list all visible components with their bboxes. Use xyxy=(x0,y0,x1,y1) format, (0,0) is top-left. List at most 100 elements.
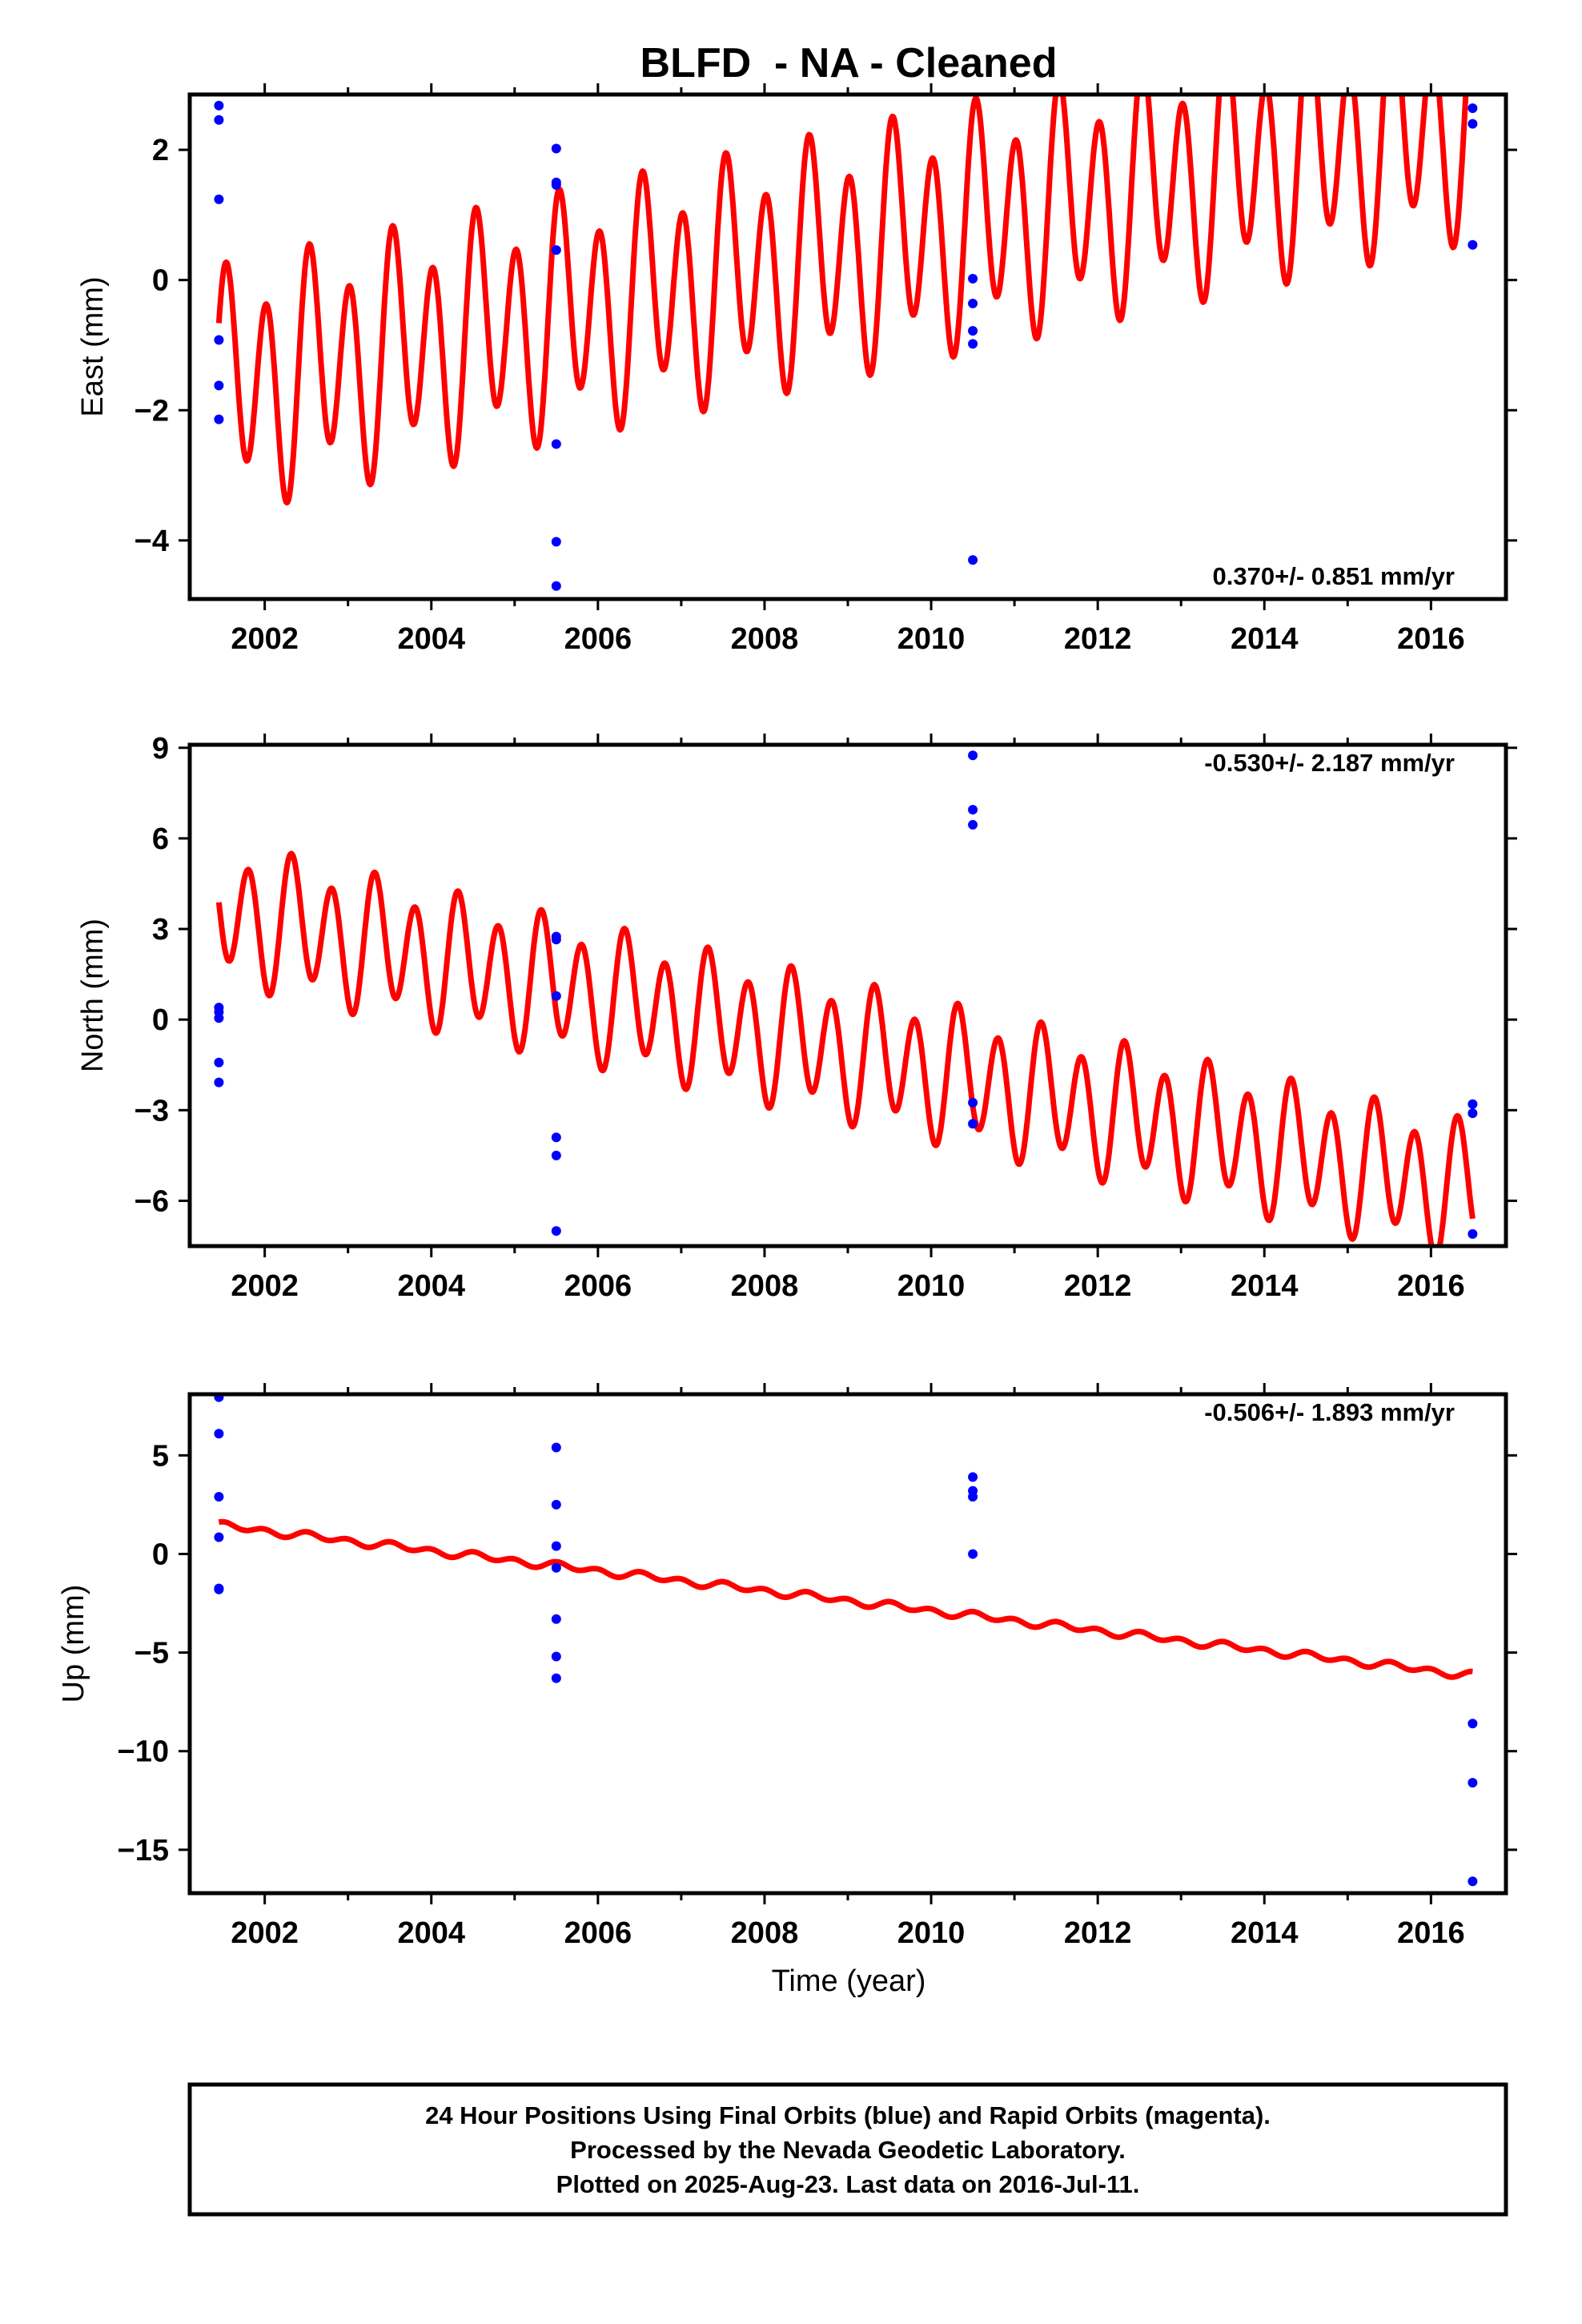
data-point xyxy=(214,335,224,345)
y-axis-label: North (mm) xyxy=(76,919,110,1072)
data-point xyxy=(1468,119,1478,129)
footer-line-2: Processed by the Nevada Geodetic Laborat… xyxy=(570,2136,1126,2164)
x-tick-label: 2008 xyxy=(731,1269,799,1303)
x-tick-label: 2014 xyxy=(1231,1269,1299,1303)
x-tick-label: 2008 xyxy=(731,1916,799,1950)
x-tick-label: 2006 xyxy=(564,1916,632,1950)
y-tick-label: 9 xyxy=(152,732,169,766)
data-point xyxy=(968,326,978,336)
data-point xyxy=(214,1492,224,1502)
data-point xyxy=(214,380,224,391)
data-point xyxy=(551,1614,561,1624)
chart-title: BLFD - NA - Cleaned xyxy=(640,40,1058,86)
data-point xyxy=(1468,239,1478,250)
footer-line-1: 24 Hour Positions Using Final Orbits (bl… xyxy=(425,2101,1271,2129)
rate-label: 0.370+/- 0.851 mm/yr xyxy=(1213,562,1455,590)
data-point xyxy=(551,1150,561,1160)
data-point xyxy=(1468,103,1478,114)
data-point xyxy=(968,1119,978,1129)
x-tick-label: 2012 xyxy=(1064,1916,1132,1950)
footer-box xyxy=(187,2082,1508,2217)
x-tick-label: 2008 xyxy=(731,622,799,656)
panel-3: −15 −10 −5 0 5 2002 2004 2006 2008 2010 2012 2014 20… xyxy=(57,1383,1517,1950)
x-tick-label: 2004 xyxy=(397,622,465,656)
x-tick-label: 2006 xyxy=(564,1269,632,1303)
x-tick-label: 2010 xyxy=(897,1916,966,1950)
y-tick-label: 3 xyxy=(152,913,169,947)
data-point xyxy=(1468,1108,1478,1119)
y-tick-label: −4 xyxy=(135,525,169,558)
data-point xyxy=(968,819,978,830)
data-point xyxy=(214,100,224,111)
y-axis-label: Up (mm) xyxy=(57,1585,90,1703)
y-tick-label: 5 xyxy=(152,1439,169,1473)
x-tick-label: 2016 xyxy=(1397,622,1465,656)
data-point xyxy=(1468,1228,1478,1239)
data-point xyxy=(214,414,224,424)
x-tick-label: 2004 xyxy=(397,1269,465,1303)
data-point xyxy=(551,1673,561,1683)
model-fit-line xyxy=(215,850,1476,1246)
panel-2: −6 −3 0 3 6 9 2002 2004 2006 2008 2010 2012 2014 2016… xyxy=(76,732,1517,1303)
x-tick-label: 2002 xyxy=(231,1269,299,1303)
data-point xyxy=(551,1541,561,1551)
data-point xyxy=(968,1097,978,1108)
data-point xyxy=(551,439,561,449)
data-point xyxy=(1468,1876,1478,1887)
y-tick-label: −6 xyxy=(135,1184,169,1218)
data-point xyxy=(551,1651,561,1662)
data-point xyxy=(214,1057,224,1068)
data-point xyxy=(214,194,224,204)
data-point xyxy=(551,991,561,1001)
data-point xyxy=(551,1442,561,1453)
x-tick-label: 2014 xyxy=(1231,622,1299,656)
data-point xyxy=(968,750,978,761)
y-axis-label: East (mm) xyxy=(76,276,110,416)
data-point xyxy=(551,1132,561,1143)
data-point xyxy=(551,1226,561,1236)
data-point xyxy=(1468,1719,1478,1729)
y-tick-label: −15 xyxy=(118,1834,169,1868)
model-fit-line xyxy=(215,94,1469,506)
x-tick-label: 2012 xyxy=(1064,622,1132,656)
rate-label: -0.530+/- 2.187 mm/yr xyxy=(1204,749,1455,777)
x-axis-label: Time (year) xyxy=(772,1964,926,1998)
data-point xyxy=(551,581,561,591)
data-point xyxy=(968,1549,978,1559)
data-point xyxy=(551,1499,561,1510)
footer-line-3: Plotted on 2025-Aug-23. Last data on 201… xyxy=(556,2170,1140,2198)
data-point xyxy=(214,115,224,125)
data-point xyxy=(968,1492,978,1502)
y-tick-label: 0 xyxy=(152,1538,169,1571)
x-tick-label: 2006 xyxy=(564,622,632,656)
x-tick-label: 2012 xyxy=(1064,1269,1132,1303)
panel-frame xyxy=(187,1392,1508,1896)
data-point xyxy=(214,1077,224,1088)
x-tick-label: 2014 xyxy=(1231,1916,1299,1950)
data-point xyxy=(551,245,561,255)
data-point xyxy=(1468,1778,1478,1788)
data-point xyxy=(551,143,561,154)
panel-frame xyxy=(187,92,1508,601)
y-tick-label: −2 xyxy=(135,394,169,428)
data-point xyxy=(551,1562,561,1573)
data-point xyxy=(551,935,561,945)
data-point xyxy=(968,298,978,308)
x-tick-label: 2010 xyxy=(897,622,966,656)
x-tick-label: 2004 xyxy=(397,1916,465,1950)
data-point xyxy=(214,1532,224,1542)
x-tick-label: 2002 xyxy=(231,622,299,656)
model-fit-line xyxy=(217,1518,1475,1680)
data-point xyxy=(968,555,978,565)
data-point xyxy=(214,1429,224,1439)
x-tick-label: 2016 xyxy=(1397,1916,1465,1950)
data-point xyxy=(214,1584,224,1594)
x-tick-label: 2002 xyxy=(231,1916,299,1950)
data-point xyxy=(968,339,978,349)
data-point xyxy=(968,274,978,284)
y-tick-label: 6 xyxy=(152,822,169,856)
rate-label: -0.506+/- 1.893 mm/yr xyxy=(1204,1398,1455,1426)
data-point xyxy=(968,1472,978,1482)
y-tick-label: −3 xyxy=(135,1094,169,1128)
